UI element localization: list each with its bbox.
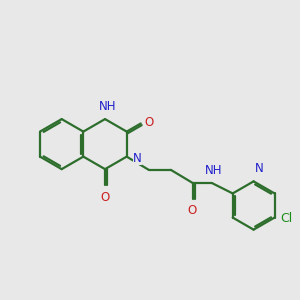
Text: N: N [255,163,264,176]
Text: NH: NH [99,100,116,112]
Text: O: O [100,190,109,204]
Text: N: N [133,152,142,165]
Text: Cl: Cl [280,212,292,225]
Text: O: O [144,116,154,129]
Text: O: O [188,204,197,217]
Text: NH: NH [205,164,222,177]
